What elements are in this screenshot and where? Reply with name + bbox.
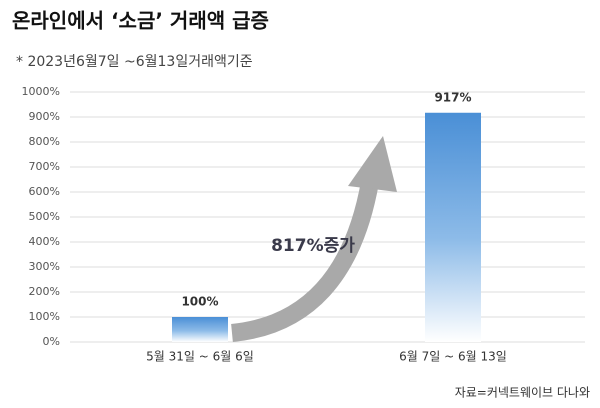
- y-tick-label: 100%: [29, 310, 60, 323]
- y-tick-label: 0%: [43, 335, 60, 348]
- value-label: 917%: [434, 90, 471, 104]
- y-tick-label: 200%: [29, 285, 60, 298]
- bar: [425, 112, 481, 342]
- subtitle: * 2023년6월7일 ~6월13일거래액기준: [16, 54, 253, 70]
- y-tick-label: 300%: [29, 260, 60, 273]
- y-tick-label: 800%: [29, 135, 60, 148]
- annotation: 817%증가: [271, 236, 355, 256]
- y-tick-label: 400%: [29, 235, 60, 248]
- bar: [172, 317, 228, 342]
- y-tick-label: 900%: [29, 110, 60, 123]
- x-tick-label: 6월 7일 ~ 6월 13일: [399, 350, 507, 364]
- source: 자료=커넥트웨이브 다나와: [455, 386, 590, 400]
- y-tick-label: 500%: [29, 210, 60, 223]
- chart-title: 온라인에서 ‘소금’ 거래액 급증: [12, 9, 269, 33]
- x-tick-label: 5월 31일 ~ 6월 6일: [146, 350, 254, 364]
- y-tick-label: 600%: [29, 185, 60, 198]
- arrow-head: [348, 136, 397, 192]
- growth-arrow: [231, 180, 379, 342]
- plot: 0% 100% 200% 300% 400% 500% 600% 700% 800% 900% 10…: [22, 85, 585, 364]
- y-tick-label: 700%: [29, 160, 60, 173]
- y-tick-label: 1000%: [22, 85, 60, 98]
- value-label: 100%: [181, 295, 218, 309]
